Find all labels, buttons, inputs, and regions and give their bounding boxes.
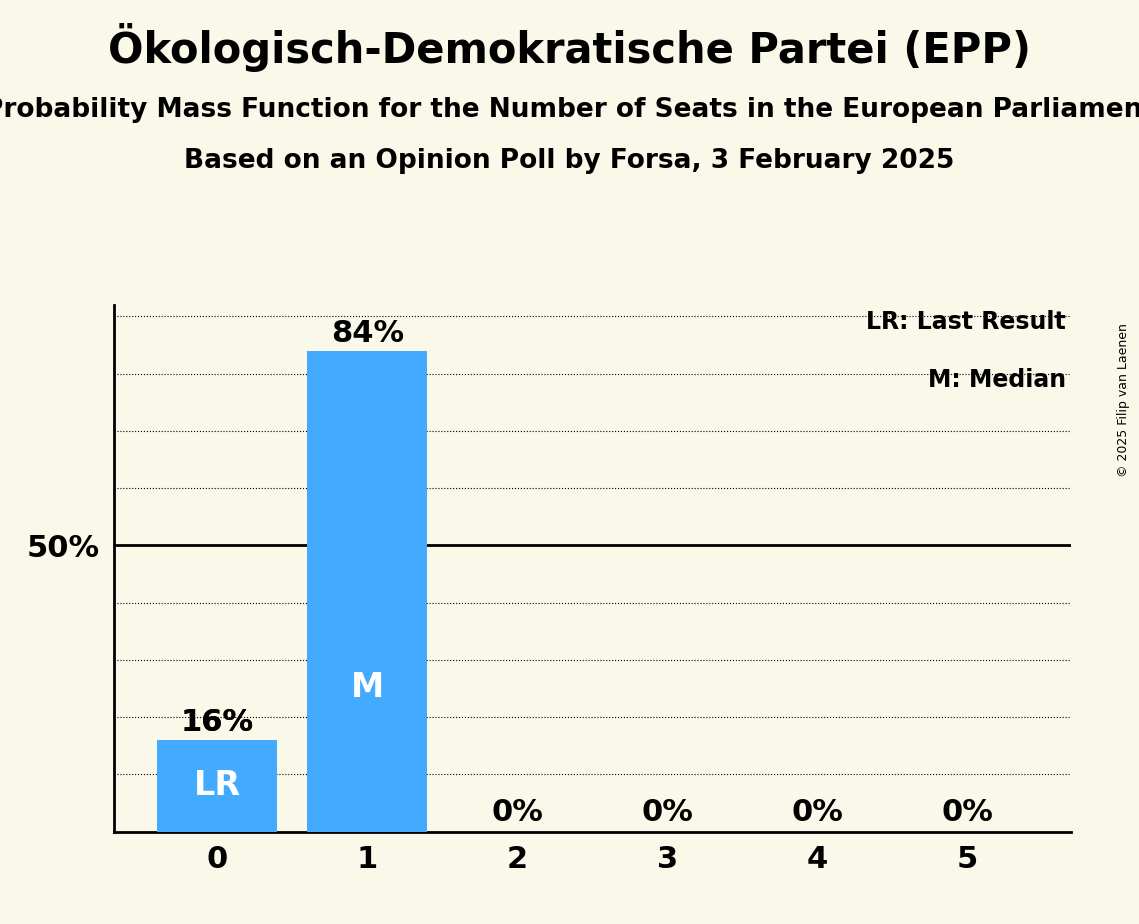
Bar [308, 351, 427, 832]
Text: 84%: 84% [330, 319, 404, 347]
Text: LR: LR [194, 770, 241, 802]
Text: 0%: 0% [792, 798, 843, 827]
Bar [157, 740, 278, 832]
Text: Probability Mass Function for the Number of Seats in the European Parliament: Probability Mass Function for the Number… [0, 97, 1139, 123]
Text: 16%: 16% [181, 708, 254, 737]
Text: LR: Last Result: LR: Last Result [866, 310, 1066, 334]
Text: 0%: 0% [641, 798, 694, 827]
Text: Based on an Opinion Poll by Forsa, 3 February 2025: Based on an Opinion Poll by Forsa, 3 Feb… [185, 148, 954, 174]
Text: M: Median: M: Median [928, 368, 1066, 392]
Text: 0%: 0% [491, 798, 543, 827]
Text: Ökologisch-Demokratische Partei (EPP): Ökologisch-Demokratische Partei (EPP) [108, 23, 1031, 72]
Text: 0%: 0% [941, 798, 993, 827]
Text: 16%: 16% [181, 708, 254, 737]
Text: M: M [351, 671, 384, 704]
Text: © 2025 Filip van Laenen: © 2025 Filip van Laenen [1117, 323, 1130, 478]
